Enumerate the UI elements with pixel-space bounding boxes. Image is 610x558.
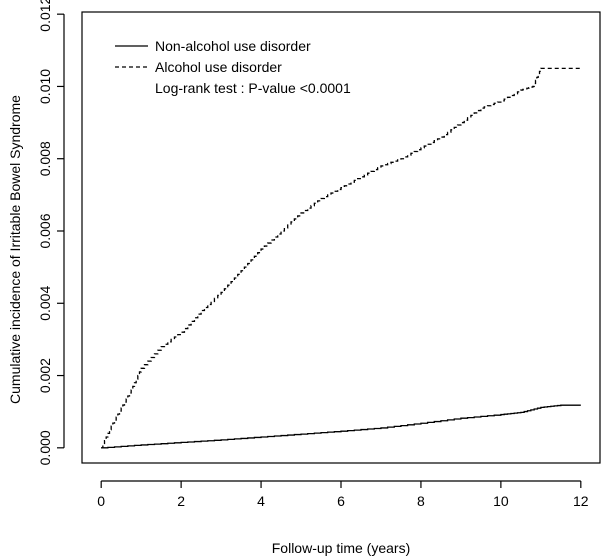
series-line-non-alcohol	[101, 404, 581, 449]
y-axis-title: Cumulative incidence of Irritable Bowel …	[7, 95, 23, 404]
x-tick-label: 6	[337, 493, 345, 509]
plot-frame	[81, 11, 601, 464]
y-tick-label: 0.008	[37, 141, 53, 176]
y-axis: 0.000 0.002 0.004 0.006 0.008 0.010 0.012	[37, 0, 65, 465]
x-tick-label: 12	[573, 493, 589, 509]
x-axis: 0 2 4 6 8 10 12	[97, 480, 589, 509]
x-axis-title: Follow-up time (years)	[272, 540, 410, 556]
x-tick-label: 8	[417, 493, 425, 509]
y-tick-label: 0.012	[37, 0, 53, 32]
series-line-alcohol	[101, 67, 581, 449]
legend-label-non-alcohol: Non-alcohol use disorder	[155, 38, 311, 54]
log-rank-annotation: Log-rank test : P-value <0.0001	[155, 80, 351, 96]
legend: Non-alcohol use disorder Alcohol use dis…	[115, 38, 351, 96]
y-tick-label: 0.002	[37, 358, 53, 393]
x-tick-label: 10	[493, 493, 509, 509]
y-tick-label: 0.004	[37, 286, 53, 321]
y-tick-label: 0.006	[37, 213, 53, 248]
y-tick-label: 0.000	[37, 430, 53, 465]
series-layer	[101, 67, 581, 449]
x-tick-label: 4	[257, 493, 265, 509]
x-tick-label: 0	[97, 493, 105, 509]
x-tick-label: 2	[177, 493, 185, 509]
legend-label-alcohol: Alcohol use disorder	[155, 59, 282, 75]
y-tick-label: 0.010	[37, 69, 53, 104]
